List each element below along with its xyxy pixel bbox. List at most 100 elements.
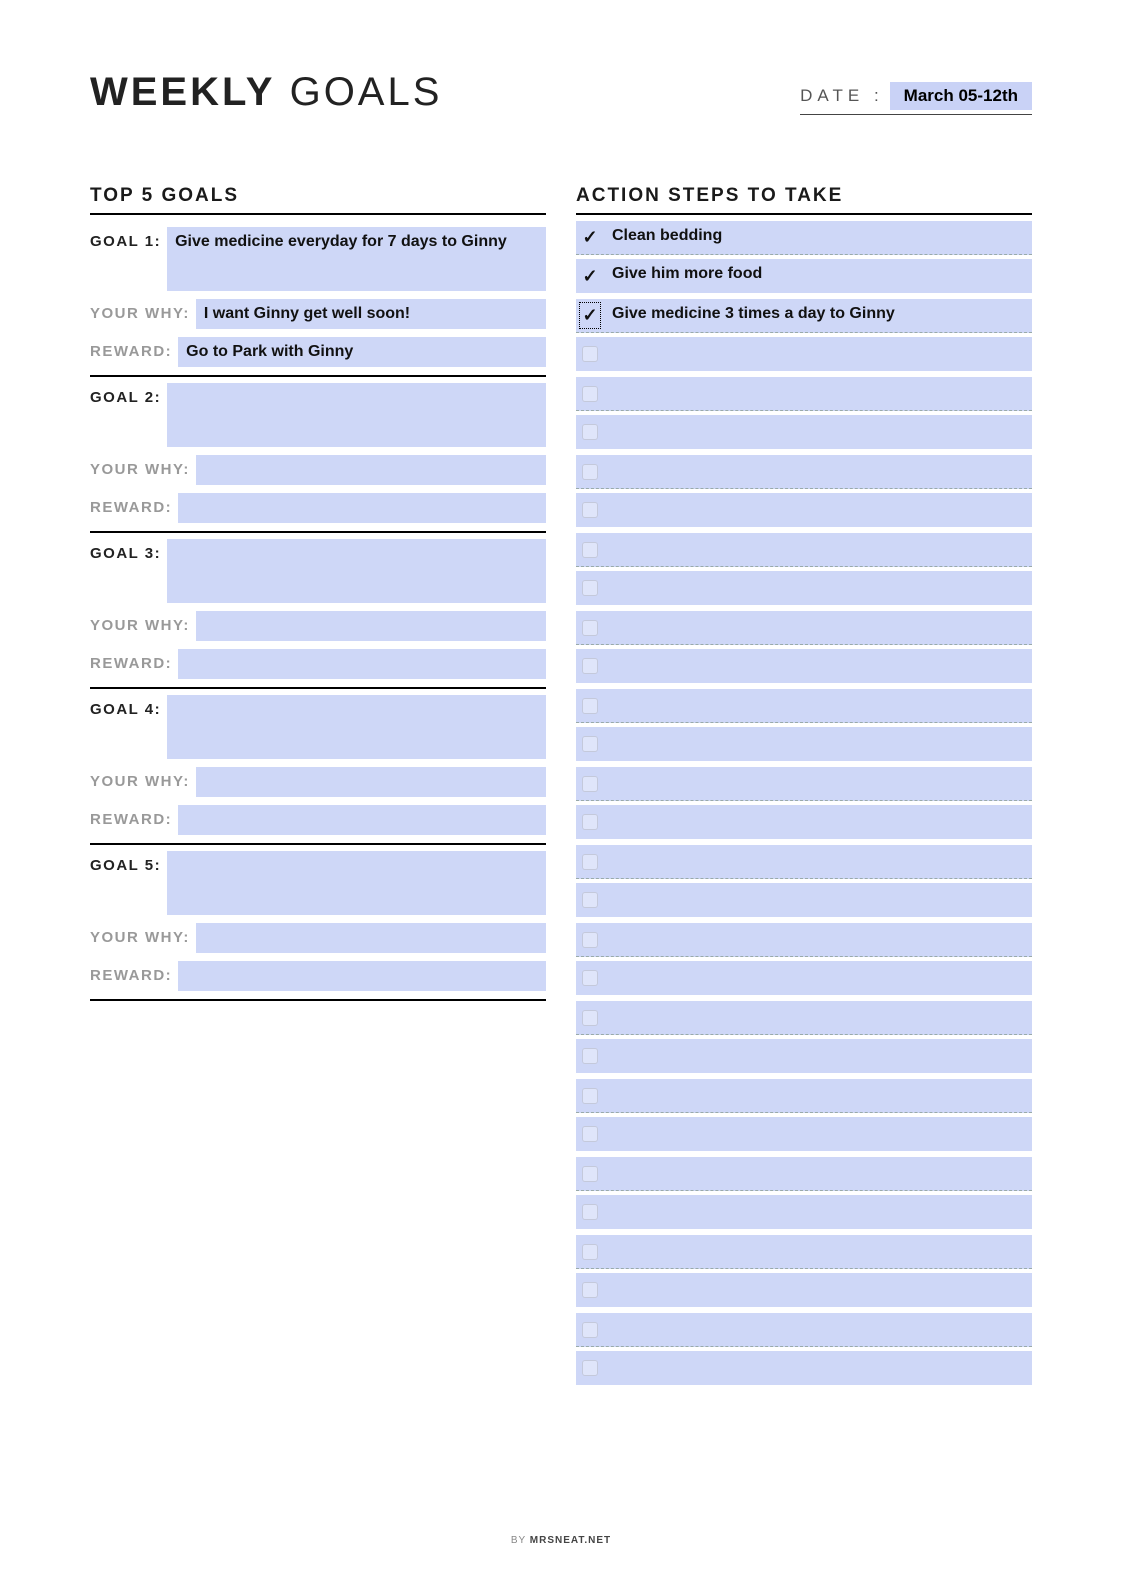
goal-input[interactable]: Give medicine everyday for 7 days to Gin… [167, 227, 546, 291]
step-text[interactable] [604, 1273, 1032, 1307]
action-step[interactable] [576, 533, 1032, 567]
action-step[interactable] [576, 727, 1032, 761]
step-text[interactable] [604, 805, 1032, 839]
action-step[interactable] [576, 1039, 1032, 1073]
step-checkbox[interactable] [576, 1235, 604, 1268]
step-checkbox[interactable] [576, 1157, 604, 1190]
step-checkbox[interactable] [576, 533, 604, 566]
step-text[interactable] [604, 1351, 1032, 1385]
action-step[interactable] [576, 1313, 1032, 1347]
step-checkbox[interactable] [576, 923, 604, 956]
action-step[interactable] [576, 1079, 1032, 1113]
step-checkbox[interactable] [576, 961, 604, 995]
step-text[interactable] [604, 337, 1032, 371]
step-checkbox[interactable] [576, 377, 604, 410]
step-checkbox[interactable]: ✓ [576, 299, 604, 332]
step-checkbox[interactable] [576, 845, 604, 878]
step-checkbox[interactable] [576, 805, 604, 839]
step-text[interactable] [604, 1195, 1032, 1229]
step-text[interactable]: Give medicine 3 times a day to Ginny [604, 299, 1032, 332]
step-checkbox[interactable] [576, 689, 604, 722]
action-step[interactable] [576, 1117, 1032, 1151]
step-checkbox[interactable] [576, 649, 604, 683]
date-field[interactable]: DATE : March 05-12th [800, 82, 1032, 115]
step-text[interactable] [604, 1157, 1032, 1190]
step-text[interactable] [604, 1039, 1032, 1073]
step-checkbox[interactable] [576, 767, 604, 800]
step-text[interactable] [604, 1235, 1032, 1268]
action-step[interactable] [576, 649, 1032, 683]
step-text[interactable] [604, 649, 1032, 683]
reward-input[interactable] [178, 493, 546, 523]
action-step[interactable] [576, 571, 1032, 605]
step-checkbox[interactable] [576, 1039, 604, 1073]
action-step[interactable] [576, 493, 1032, 527]
step-text[interactable] [604, 767, 1032, 800]
action-step[interactable] [576, 689, 1032, 723]
step-checkbox[interactable] [576, 415, 604, 449]
action-step[interactable] [576, 611, 1032, 645]
step-checkbox[interactable] [576, 1313, 604, 1346]
goal-input[interactable] [167, 695, 546, 759]
reward-input[interactable]: Go to Park with Ginny [178, 337, 546, 367]
action-step[interactable]: ✓Clean bedding [576, 221, 1032, 255]
step-checkbox[interactable] [576, 571, 604, 605]
step-text[interactable] [604, 1313, 1032, 1346]
step-text[interactable] [604, 1001, 1032, 1034]
step-text[interactable] [604, 1079, 1032, 1112]
action-step[interactable] [576, 377, 1032, 411]
reward-input[interactable] [178, 961, 546, 991]
step-text[interactable] [604, 415, 1032, 449]
step-checkbox[interactable]: ✓ [576, 259, 604, 293]
step-text[interactable]: Give him more food [604, 259, 1032, 293]
why-input[interactable] [196, 767, 546, 797]
action-step[interactable] [576, 455, 1032, 489]
step-text[interactable] [604, 533, 1032, 566]
step-checkbox[interactable] [576, 1079, 604, 1112]
reward-input[interactable] [178, 805, 546, 835]
action-step[interactable] [576, 337, 1032, 371]
step-checkbox[interactable] [576, 1195, 604, 1229]
step-checkbox[interactable] [576, 1351, 604, 1385]
step-text[interactable] [604, 845, 1032, 878]
why-input[interactable] [196, 455, 546, 485]
step-text[interactable] [604, 727, 1032, 761]
step-checkbox[interactable]: ✓ [576, 221, 604, 254]
step-text[interactable] [604, 611, 1032, 644]
step-checkbox[interactable] [576, 493, 604, 527]
action-step[interactable] [576, 1351, 1032, 1385]
why-input[interactable] [196, 923, 546, 953]
action-step[interactable] [576, 961, 1032, 995]
step-checkbox[interactable] [576, 337, 604, 371]
goal-input[interactable] [167, 539, 546, 603]
step-text[interactable] [604, 923, 1032, 956]
step-text[interactable] [604, 883, 1032, 917]
action-step[interactable] [576, 845, 1032, 879]
action-step[interactable] [576, 1157, 1032, 1191]
step-checkbox[interactable] [576, 611, 604, 644]
step-checkbox[interactable] [576, 883, 604, 917]
goal-input[interactable] [167, 851, 546, 915]
step-checkbox[interactable] [576, 455, 604, 488]
action-step[interactable] [576, 767, 1032, 801]
step-text[interactable] [604, 1117, 1032, 1151]
action-step[interactable] [576, 923, 1032, 957]
step-text[interactable] [604, 377, 1032, 410]
step-checkbox[interactable] [576, 1117, 604, 1151]
reward-input[interactable] [178, 649, 546, 679]
why-input[interactable] [196, 611, 546, 641]
step-checkbox[interactable] [576, 1001, 604, 1034]
action-step[interactable] [576, 1001, 1032, 1035]
step-checkbox[interactable] [576, 1273, 604, 1307]
action-step[interactable]: ✓Give him more food [576, 259, 1032, 293]
action-step[interactable] [576, 805, 1032, 839]
action-step[interactable] [576, 1235, 1032, 1269]
action-step[interactable] [576, 883, 1032, 917]
action-step[interactable]: ✓Give medicine 3 times a day to Ginny [576, 299, 1032, 333]
goal-input[interactable] [167, 383, 546, 447]
step-text[interactable] [604, 493, 1032, 527]
step-checkbox[interactable] [576, 727, 604, 761]
step-text[interactable] [604, 455, 1032, 488]
why-input[interactable]: I want Ginny get well soon! [196, 299, 546, 329]
step-text[interactable]: Clean bedding [604, 221, 1032, 254]
